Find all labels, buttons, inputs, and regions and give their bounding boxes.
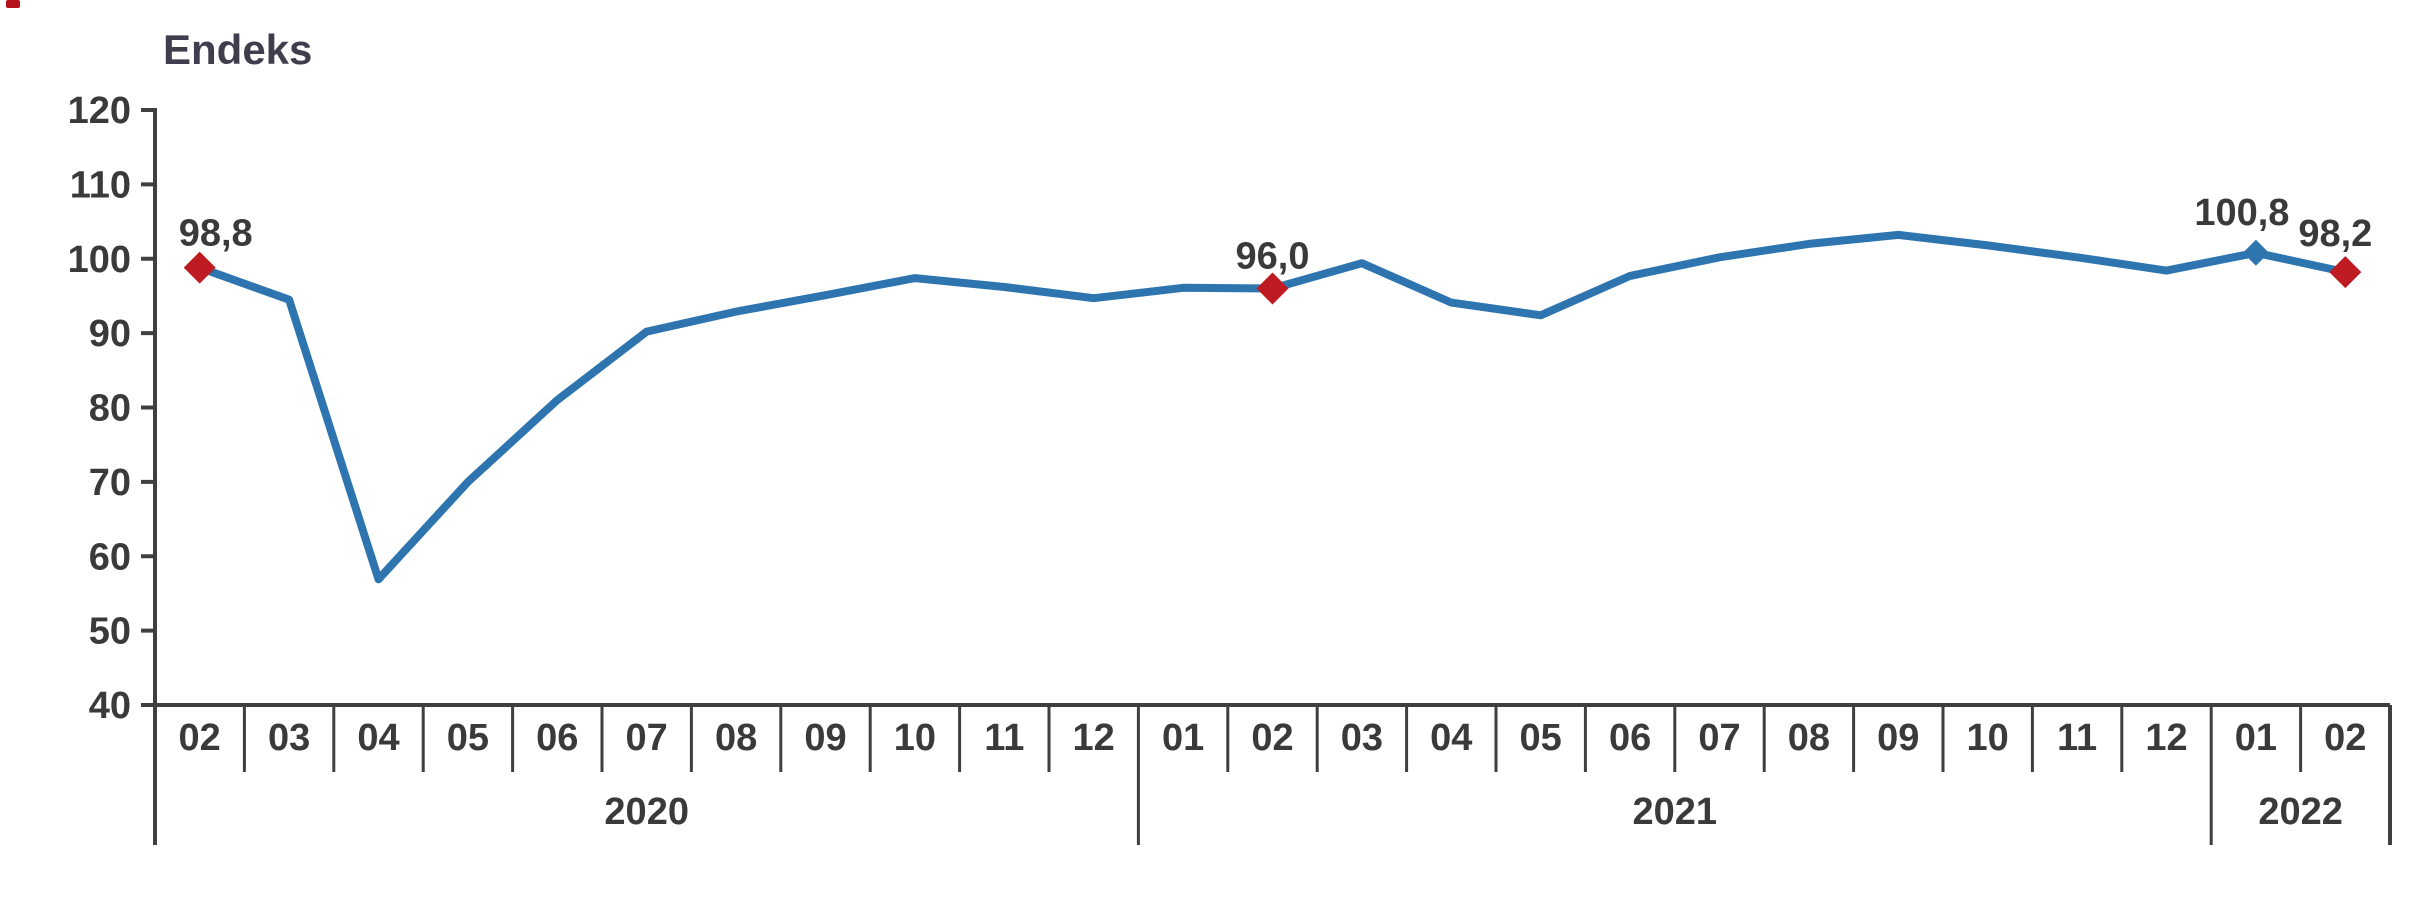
y-axis-tick-label: 70 bbox=[89, 462, 131, 504]
month-tick-label: 12 bbox=[2145, 717, 2187, 759]
month-tick-label: 04 bbox=[357, 717, 399, 759]
data-point-label: 98,2 bbox=[2298, 213, 2372, 255]
month-tick-label: 02 bbox=[1251, 717, 1293, 759]
month-tick-label: 07 bbox=[1698, 717, 1740, 759]
month-tick-label: 02 bbox=[2324, 717, 2366, 759]
month-tick-label: 12 bbox=[1073, 717, 1115, 759]
month-tick-label: 04 bbox=[1430, 717, 1472, 759]
y-axis-tick-label: 110 bbox=[70, 164, 131, 206]
cropped-red-mark bbox=[6, 0, 20, 8]
month-tick-label: 01 bbox=[1162, 717, 1204, 759]
data-point-label: 98,8 bbox=[179, 213, 253, 255]
month-tick-label: 05 bbox=[1520, 717, 1562, 759]
data-point-marker bbox=[2242, 239, 2269, 266]
data-point-marker bbox=[183, 251, 216, 284]
y-axis-tick-label: 50 bbox=[89, 611, 131, 653]
month-tick-label: 09 bbox=[804, 717, 846, 759]
y-axis-tick-label: 40 bbox=[89, 685, 131, 727]
month-tick-label: 08 bbox=[1788, 717, 1830, 759]
month-tick-label: 09 bbox=[1877, 717, 1919, 759]
month-tick-label: 10 bbox=[894, 717, 936, 759]
data-point-label: 100,8 bbox=[2194, 192, 2289, 234]
month-tick-label: 10 bbox=[1967, 717, 2009, 759]
chart-title: Endeks bbox=[163, 26, 312, 73]
month-tick-label: 03 bbox=[268, 717, 310, 759]
y-axis-tick-label: 120 bbox=[68, 90, 131, 132]
month-tick-label: 11 bbox=[984, 717, 1024, 759]
y-axis-tick-label: 100 bbox=[68, 239, 131, 281]
year-label: 2020 bbox=[604, 791, 689, 833]
month-tick-label: 08 bbox=[715, 717, 757, 759]
month-tick-label: 07 bbox=[626, 717, 668, 759]
data-point-marker bbox=[1256, 272, 1289, 305]
y-axis-tick-label: 60 bbox=[89, 536, 131, 578]
month-tick-label: 11 bbox=[2057, 717, 2097, 759]
month-tick-label: 05 bbox=[447, 717, 489, 759]
month-tick-label: 01 bbox=[2235, 717, 2277, 759]
month-tick-label: 03 bbox=[1341, 717, 1383, 759]
month-tick-label: 02 bbox=[179, 717, 221, 759]
data-point-marker bbox=[2329, 256, 2362, 289]
y-axis-tick-label: 80 bbox=[89, 388, 131, 430]
month-tick-label: 06 bbox=[536, 717, 578, 759]
year-label: 2022 bbox=[2258, 791, 2343, 833]
month-tick-label: 06 bbox=[1609, 717, 1651, 759]
y-axis-tick-label: 90 bbox=[89, 313, 131, 355]
data-point-label: 96,0 bbox=[1236, 236, 1310, 278]
year-label: 2021 bbox=[1633, 791, 1718, 833]
